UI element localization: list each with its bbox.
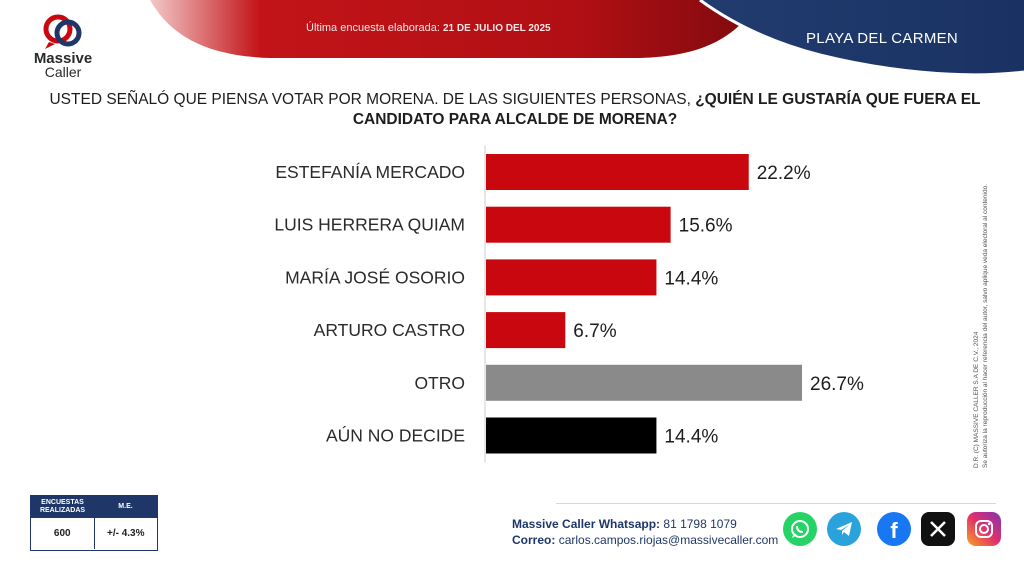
- instagram-icon[interactable]: [967, 512, 1001, 546]
- survey-date-value: 21 DE JULIO DEL 2025: [442, 23, 551, 34]
- bar-maria-jose-osorio: [486, 259, 657, 296]
- category-label-aun-no-decide: AÚN NO DECIDE: [326, 425, 465, 446]
- value-label-aun-no-decide: 14.4%: [664, 427, 718, 448]
- email-address[interactable]: carlos.campos.riojas@massivecaller.com: [558, 533, 779, 547]
- copyright-line-1: D.R. (C) MASSIVE CALLER S.A DE C.V., 202…: [973, 331, 980, 468]
- whatsapp-label: Massive Caller Whatsapp:: [512, 517, 661, 531]
- stats-header-surveys: ENCUESTAS REALIZADAS: [39, 499, 86, 514]
- value-label-estefania-mercado: 22.2%: [757, 163, 811, 184]
- category-label-maria-jose-osorio: MARÍA JOSÉ OSORIO: [285, 267, 465, 287]
- logo-text-massive: Massive: [33, 50, 93, 67]
- logo-mark-icon: [43, 14, 82, 49]
- x-icon[interactable]: [921, 512, 955, 546]
- survey-stats-table: ENCUESTAS REALIZADAS M.E. 600 +/- 4.3%: [30, 495, 158, 551]
- contact-divider: [556, 503, 996, 504]
- category-label-otro: OTRO: [414, 373, 465, 393]
- value-label-otro: 26.7%: [810, 374, 864, 395]
- stats-value-surveys: 600: [31, 518, 95, 549]
- red-banner-shape: [150, 0, 760, 58]
- question-text: USTED SEÑALÓ QUE PIENSA VOTAR POR MORENA…: [40, 90, 990, 130]
- bar-aun-no-decide: [486, 417, 657, 454]
- copyright-line-2: Se autoriza la reproducción al hacer ref…: [982, 183, 989, 468]
- navy-banner-edge: [699, 0, 1024, 77]
- whatsapp-icon[interactable]: [783, 512, 817, 546]
- whatsapp-number[interactable]: 81 1798 1079: [663, 517, 737, 531]
- category-label-luis-herrera-quiam: LUIS HERRERA QUIAM: [274, 215, 465, 235]
- value-label-arturo-castro: 6.7%: [573, 321, 616, 342]
- massive-caller-logo: Massive Caller: [28, 12, 98, 80]
- location-title: PLAYA DEL CARMEN: [806, 30, 959, 47]
- bar-otro: [486, 364, 802, 401]
- question-bold: ¿QUIÉN LE GUSTARÍA QUE FUERA EL CANDIDAT…: [352, 91, 981, 128]
- navy-banner-shape: [700, 0, 1024, 75]
- bar-arturo-castro: [486, 312, 566, 349]
- survey-date-caption: Última encuesta elaborada: 21 DE JULIO D…: [306, 22, 551, 34]
- category-label-arturo-castro: ARTURO CASTRO: [314, 320, 465, 340]
- stats-header-margin: M.E.: [118, 503, 133, 510]
- value-label-maria-jose-osorio: 14.4%: [664, 268, 718, 289]
- question-normal: USTED SEÑALÓ QUE PIENSA VOTAR POR MORENA…: [49, 91, 696, 108]
- stats-value-margin: +/- 4.3%: [106, 528, 145, 539]
- value-label-luis-herrera-quiam: 15.6%: [679, 216, 733, 237]
- contact-info: Massive Caller Whatsapp: 81 1798 1079 Co…: [512, 516, 778, 548]
- logo-text-caller: Caller: [44, 64, 82, 80]
- facebook-icon[interactable]: f: [877, 512, 911, 546]
- survey-date-label: Última encuesta elaborada:: [306, 22, 443, 34]
- telegram-icon[interactable]: [827, 512, 861, 546]
- category-label-estefania-mercado: ESTEFANÍA MERCADO: [275, 162, 465, 182]
- bar-estefania-mercado: [486, 154, 749, 190]
- bar-chart: ESTEFANÍA MERCADO 22.2% LUIS HERRERA QUIAM…: [274, 146, 864, 462]
- bar-luis-herrera-quiam: [486, 206, 671, 243]
- email-label: Correo:: [512, 533, 556, 547]
